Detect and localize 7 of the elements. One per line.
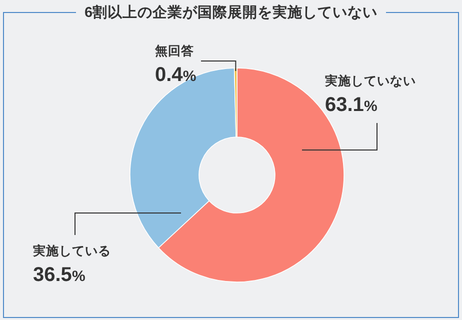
slice-label: 実施していない <box>324 73 416 88</box>
chart-title: 6割以上の企業が国際展開を実施していない <box>76 5 386 21</box>
slice-label: 無回答 <box>154 44 194 58</box>
data-label: 63.1% <box>325 94 378 116</box>
data-label: 0.4% <box>155 64 196 86</box>
slice-label: 実施している <box>32 243 111 258</box>
data-label: 36.5% <box>33 264 86 286</box>
